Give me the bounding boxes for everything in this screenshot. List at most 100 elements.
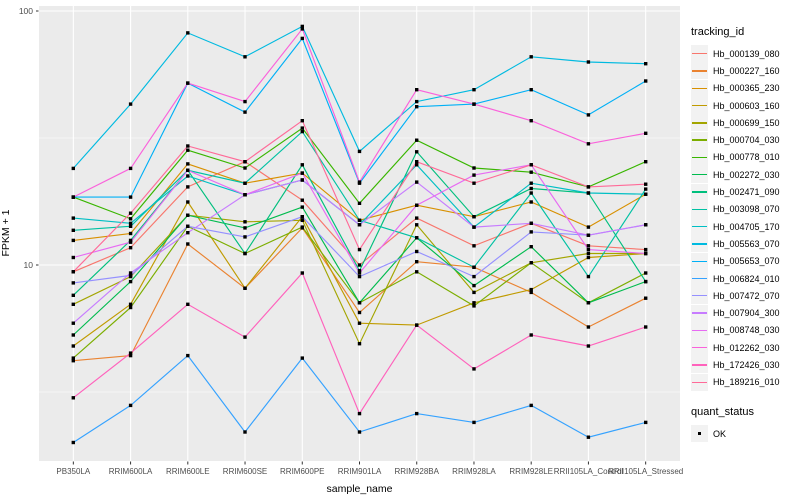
data-point (128, 305, 133, 310)
y-tick-label: 100 (19, 6, 33, 16)
legend-item-label: Hb_005653_070 (713, 256, 780, 267)
legend-item-Hb_000227_160: Hb_000227_160 (691, 62, 799, 80)
data-point (186, 81, 190, 85)
data-point (300, 119, 304, 123)
data-point (357, 180, 362, 184)
data-point (128, 403, 133, 408)
data-point (128, 166, 133, 171)
legend-item-Hb_000699_150: Hb_000699_150 (691, 114, 799, 132)
legend-item-Hb_000704_030: Hb_000704_030 (691, 131, 799, 149)
data-point (243, 226, 247, 230)
data-point (186, 242, 190, 246)
data-point (586, 325, 591, 329)
data-point (186, 185, 190, 189)
legend-key-line-swatch (691, 252, 708, 270)
legend-line-sample (692, 381, 707, 383)
data-point (586, 274, 591, 279)
data-point (71, 302, 75, 306)
data-point (415, 249, 419, 254)
data-point (128, 211, 133, 215)
legend-key-line-swatch (691, 270, 708, 287)
data-point (586, 255, 591, 260)
legend-item-Hb_005653_070: Hb_005653_070 (691, 252, 799, 270)
data-point (586, 301, 591, 305)
data-point (243, 193, 247, 197)
legend-item-Hb_006824_010: Hb_006824_010 (691, 270, 799, 287)
legend-item-label: Hb_000778_010 (713, 152, 780, 163)
data-point (586, 344, 591, 348)
data-point (357, 310, 362, 315)
legend-item-Hb_008748_030: Hb_008748_030 (691, 321, 799, 339)
data-point (415, 260, 419, 264)
legend-items: Hb_000139_080 Hb_000227_160 Hb_000365_230 H… (691, 45, 799, 391)
legend-key-line-swatch (691, 200, 708, 218)
data-point (128, 221, 133, 225)
data-point (300, 163, 304, 167)
x-tick-label: RRII105LA_Control (554, 467, 624, 476)
legend-item-label: Hb_006824_010 (713, 273, 780, 284)
legend-item-label: Hb_000139_080 (713, 48, 780, 59)
legend-line-sample (692, 87, 707, 89)
legend-item-Hb_189216_010: Hb_189216_010 (691, 373, 799, 391)
data-point (300, 24, 304, 29)
data-point (644, 296, 648, 300)
data-point (529, 119, 533, 123)
data-point (186, 31, 190, 35)
data-point (415, 105, 419, 109)
data-point (128, 238, 133, 243)
legend-item-Hb_000603_160: Hb_000603_160 (691, 97, 799, 115)
data-point (71, 238, 75, 243)
data-point (357, 247, 362, 252)
legend-line-sample (692, 208, 707, 210)
data-point (128, 217, 133, 221)
legend-item-label: Hb_189216_010 (713, 377, 780, 388)
legend-key-line-swatch (691, 304, 708, 322)
data-point (186, 224, 190, 228)
y-axis: 10 100 (19, 6, 39, 270)
data-point (644, 187, 648, 191)
data-point (243, 430, 247, 434)
data-point (415, 163, 419, 167)
legend-key-line-swatch (691, 287, 708, 305)
data-point (128, 273, 133, 278)
data-point (472, 301, 476, 305)
data-point (71, 166, 75, 171)
data-point (586, 113, 591, 117)
data-point (300, 178, 304, 182)
legend-item-Hb_007904_300: Hb_007904_300 (691, 304, 799, 322)
data-point (128, 231, 133, 236)
legend-item-Hb_004705_170: Hb_004705_170 (691, 218, 799, 236)
legend-key-line-swatch (691, 45, 708, 63)
legend-item-label: Hb_000603_160 (713, 100, 780, 111)
legend-line-sample (692, 243, 707, 245)
data-point (71, 228, 75, 232)
legend-line-sample (692, 52, 707, 55)
legend-item-label: Hb_002272_030 (713, 169, 780, 180)
data-point (586, 233, 591, 237)
data-point (415, 160, 419, 164)
data-point (186, 148, 190, 152)
x-axis: PB350LA RRIM600LA RRIM600LE RRIM600SE RRIM60… (56, 461, 683, 476)
quant-legend-label: OK (713, 428, 727, 439)
data-point (243, 181, 247, 185)
legend-key-line-swatch (691, 339, 708, 357)
data-point (529, 170, 533, 174)
data-point (186, 213, 190, 217)
data-point (357, 263, 362, 267)
legend-key-line-swatch (691, 373, 708, 391)
data-point (300, 27, 304, 31)
legend-key-line-swatch (691, 166, 708, 184)
data-point (357, 274, 362, 279)
data-point (357, 223, 362, 227)
x-tick-label: RRIM901LA (338, 467, 382, 476)
data-point (300, 215, 304, 219)
data-point (472, 225, 476, 229)
data-point (71, 396, 75, 400)
data-point (128, 224, 133, 228)
data-point (529, 290, 533, 295)
data-point (415, 236, 419, 240)
data-point (415, 88, 419, 92)
data-point (586, 191, 591, 195)
x-tick-label: RRIM928LE (509, 467, 553, 476)
